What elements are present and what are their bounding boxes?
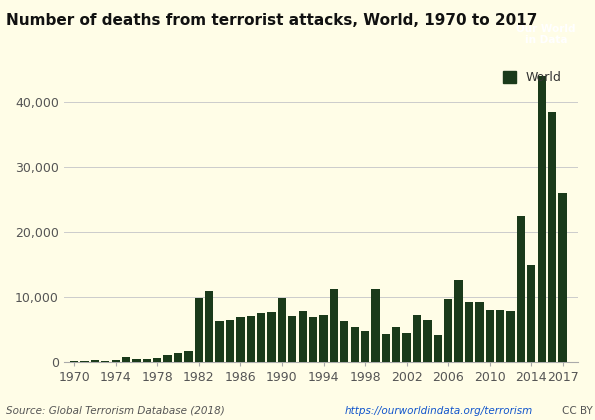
Bar: [382, 334, 390, 362]
Bar: [122, 357, 130, 362]
Bar: [111, 360, 120, 362]
Text: Source: Global Terrorism Database (2018): Source: Global Terrorism Database (2018): [6, 406, 225, 416]
Bar: [236, 317, 245, 362]
Text: CC BY: CC BY: [562, 406, 593, 416]
Bar: [70, 361, 79, 362]
Bar: [288, 316, 296, 362]
Legend: World: World: [499, 66, 566, 89]
Bar: [132, 359, 140, 362]
Bar: [299, 311, 307, 362]
Bar: [320, 315, 328, 362]
Bar: [143, 359, 151, 362]
Bar: [517, 216, 525, 362]
Bar: [215, 321, 224, 362]
Bar: [548, 112, 556, 362]
Bar: [340, 321, 349, 362]
Bar: [80, 361, 89, 362]
Bar: [558, 193, 566, 362]
Bar: [246, 316, 255, 362]
Bar: [537, 76, 546, 362]
Bar: [91, 360, 99, 362]
Text: https://ourworldindata.org/terrorism: https://ourworldindata.org/terrorism: [345, 406, 533, 416]
Bar: [402, 333, 411, 362]
Bar: [350, 327, 359, 362]
Bar: [486, 310, 494, 362]
Bar: [101, 361, 109, 362]
Bar: [527, 265, 536, 362]
Bar: [278, 298, 286, 362]
Bar: [184, 351, 193, 362]
Bar: [444, 299, 452, 362]
Bar: [257, 312, 265, 362]
Text: Number of deaths from terrorist attacks, World, 1970 to 2017: Number of deaths from terrorist attacks,…: [6, 13, 537, 28]
Bar: [330, 289, 338, 362]
Text: Our World
in Data: Our World in Data: [516, 24, 575, 45]
Bar: [413, 315, 421, 362]
Bar: [423, 320, 431, 362]
Bar: [226, 320, 234, 362]
Bar: [174, 353, 182, 362]
Bar: [392, 327, 400, 362]
Bar: [475, 302, 484, 362]
Bar: [465, 302, 473, 362]
Bar: [205, 291, 214, 362]
Bar: [371, 289, 380, 362]
Bar: [361, 331, 369, 362]
Bar: [195, 298, 203, 362]
Bar: [434, 335, 442, 362]
Bar: [506, 311, 515, 362]
Bar: [164, 355, 172, 362]
Bar: [153, 358, 161, 362]
Bar: [267, 312, 275, 362]
Bar: [496, 310, 505, 362]
Bar: [309, 317, 317, 362]
Bar: [455, 280, 463, 362]
